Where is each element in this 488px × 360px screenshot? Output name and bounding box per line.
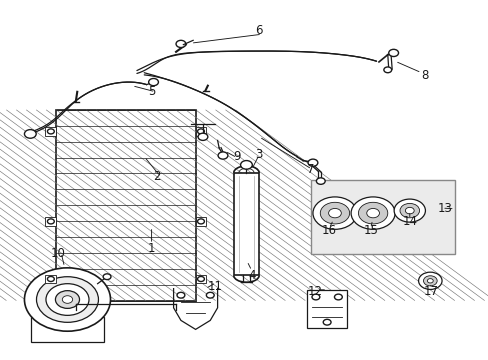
Circle shape	[366, 208, 379, 218]
Circle shape	[197, 276, 204, 282]
Bar	[233, 173, 259, 275]
Circle shape	[358, 202, 387, 224]
Text: 6: 6	[255, 24, 263, 37]
Polygon shape	[45, 217, 56, 226]
Circle shape	[197, 129, 204, 134]
Circle shape	[393, 199, 425, 222]
Circle shape	[103, 274, 111, 280]
Bar	[31, 317, 104, 342]
Text: 16: 16	[321, 224, 336, 237]
Circle shape	[206, 292, 214, 298]
Polygon shape	[195, 217, 206, 226]
Polygon shape	[195, 127, 206, 136]
Circle shape	[46, 284, 89, 315]
Circle shape	[418, 272, 441, 289]
Text: 4: 4	[247, 269, 255, 282]
Circle shape	[198, 133, 207, 140]
Circle shape	[176, 40, 185, 48]
Circle shape	[388, 49, 398, 57]
Circle shape	[307, 159, 317, 166]
Circle shape	[47, 276, 54, 282]
Circle shape	[334, 294, 342, 300]
Circle shape	[148, 78, 158, 86]
Circle shape	[350, 197, 394, 229]
Circle shape	[218, 152, 227, 159]
Circle shape	[177, 292, 184, 298]
Text: 1: 1	[147, 242, 155, 255]
Circle shape	[312, 197, 356, 229]
Circle shape	[197, 219, 204, 224]
Circle shape	[323, 319, 330, 325]
Circle shape	[47, 129, 54, 134]
Circle shape	[427, 279, 432, 283]
Text: 3: 3	[255, 148, 263, 161]
Circle shape	[405, 207, 413, 214]
Text: 13: 13	[437, 202, 451, 215]
Circle shape	[55, 291, 80, 309]
Text: 8: 8	[421, 69, 428, 82]
Circle shape	[311, 294, 319, 300]
Bar	[56, 110, 195, 301]
Bar	[306, 290, 346, 328]
Text: 9: 9	[233, 150, 241, 163]
Circle shape	[399, 203, 419, 218]
Text: 17: 17	[423, 285, 438, 298]
Circle shape	[423, 276, 436, 286]
Text: 10: 10	[50, 247, 65, 260]
Text: 5: 5	[147, 85, 155, 98]
Circle shape	[62, 296, 73, 303]
Bar	[310, 180, 454, 254]
Text: 14: 14	[402, 215, 416, 228]
Circle shape	[328, 208, 341, 218]
Text: 15: 15	[363, 224, 377, 237]
Text: 7: 7	[306, 163, 314, 176]
Polygon shape	[45, 275, 56, 283]
Circle shape	[240, 161, 252, 169]
Circle shape	[24, 268, 110, 331]
Polygon shape	[195, 275, 206, 283]
Circle shape	[37, 277, 98, 322]
Circle shape	[24, 130, 36, 138]
Text: 12: 12	[307, 285, 322, 298]
Circle shape	[383, 67, 391, 73]
Circle shape	[320, 202, 349, 224]
Polygon shape	[45, 127, 56, 136]
Text: 11: 11	[207, 280, 222, 293]
Circle shape	[47, 219, 54, 224]
Circle shape	[316, 178, 325, 184]
Text: 2: 2	[152, 170, 160, 183]
